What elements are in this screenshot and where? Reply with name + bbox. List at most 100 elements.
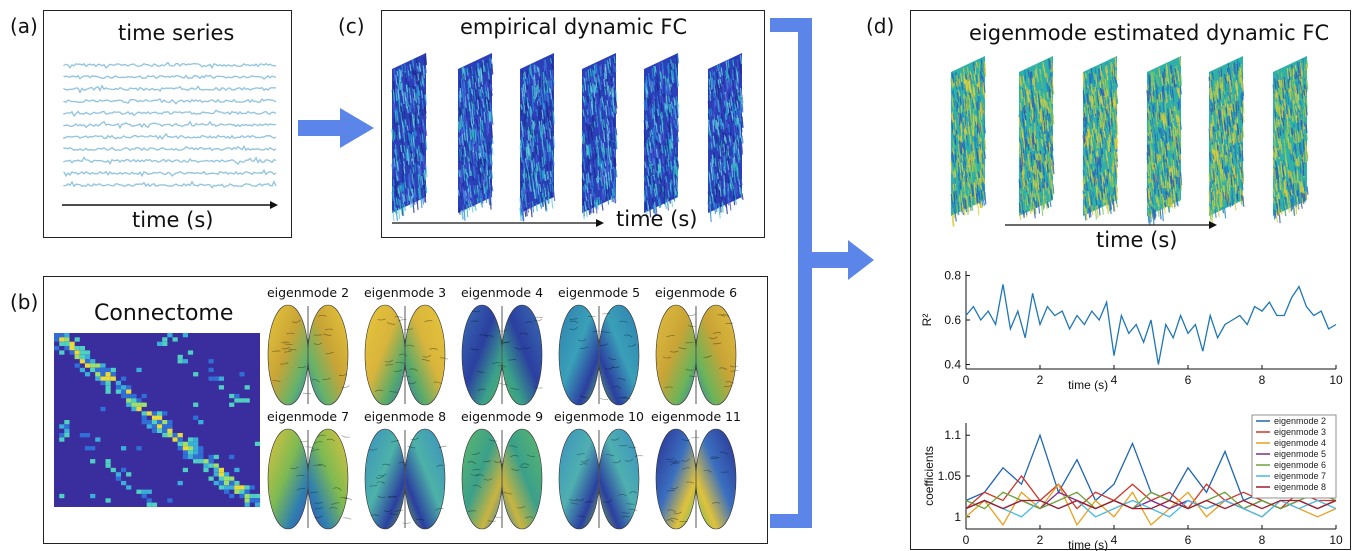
time-series-trace	[64, 146, 276, 150]
connectome-cell	[54, 346, 59, 350]
connectome-cell	[100, 377, 105, 381]
connectome-cell	[157, 420, 162, 424]
connectome-cell	[142, 416, 147, 420]
connectome-cell	[85, 372, 90, 376]
y-tick-label: 1.1	[944, 428, 961, 442]
connectome-cell	[245, 498, 250, 502]
connectome-cell	[224, 477, 229, 481]
legend-entry: eigenmode 8	[1274, 482, 1326, 492]
connectome-cell	[229, 455, 234, 459]
empirical-time-arrowhead	[596, 219, 604, 227]
connectome-cell	[255, 503, 260, 507]
connectome-cell	[188, 437, 193, 441]
connectome-cell	[173, 433, 178, 437]
y-tick-label: 0.4	[944, 358, 961, 372]
connectome-cell	[193, 455, 198, 459]
connectome-cell	[131, 394, 136, 398]
connectome-cell	[59, 437, 64, 441]
eigenmode-label: eigenmode 10	[549, 409, 649, 424]
time-series-trace	[64, 110, 276, 116]
connectome-cell	[229, 394, 234, 398]
connectome-cell	[152, 416, 157, 420]
x-tick-label: 0	[963, 533, 970, 547]
y-tick-label: 0.8	[944, 268, 961, 282]
connectome-cell	[250, 494, 255, 498]
connectome-cell	[219, 468, 224, 472]
fc-matrix	[1273, 56, 1308, 223]
empirical-time-label: time (s)	[616, 207, 697, 231]
connectome-cell	[239, 398, 244, 402]
connectome-cell	[167, 333, 172, 337]
connectome-cell	[193, 442, 198, 446]
connectome-cell	[111, 377, 116, 381]
time-series-traces	[44, 11, 293, 239]
legend-entry: eigenmode 5	[1274, 449, 1326, 459]
connectome-cell	[183, 442, 188, 446]
connectome-cell	[183, 450, 188, 454]
connectome-cell	[64, 333, 69, 337]
legend-entry: eigenmode 7	[1274, 471, 1326, 481]
connectome-cell	[162, 411, 167, 415]
fc-matrix	[1209, 56, 1244, 223]
x-tick-label: 8	[1259, 373, 1266, 387]
merge-arrow	[768, 0, 878, 541]
connectome-cell	[193, 450, 198, 454]
connectome-cell	[239, 372, 244, 376]
x-axis-label: time (s)	[1068, 378, 1108, 392]
eigenmode-brain	[266, 303, 350, 407]
connectome-cell	[121, 394, 126, 398]
connectome-cell	[90, 459, 95, 463]
connectome-cell	[152, 411, 157, 415]
connectome-cell	[64, 433, 69, 437]
eigenmode-label: eigenmode 8	[355, 409, 455, 424]
connectome-cell	[234, 398, 239, 402]
connectome-cell	[136, 398, 141, 402]
connectome-cell	[142, 411, 147, 415]
connectome-cell	[214, 472, 219, 476]
connectome-cell	[224, 472, 229, 476]
connectome-cell	[157, 416, 162, 420]
connectome-cell	[152, 503, 157, 507]
connectome-cell	[162, 420, 167, 424]
connectome-cell	[193, 403, 198, 407]
eigenmode-label: eigenmode 7	[258, 409, 358, 424]
eigenmode-brain	[460, 427, 544, 531]
connectome-cell	[59, 350, 64, 354]
connectome-cell	[106, 390, 111, 394]
connectome-cell	[193, 416, 198, 420]
connectome-cell	[142, 394, 147, 398]
connectome-cell	[106, 372, 111, 376]
connectome-cell	[64, 337, 69, 341]
connectome-cell	[80, 359, 85, 363]
connectome-cell	[95, 372, 100, 376]
x-tick-label: 4	[1111, 373, 1118, 387]
connectome-cell	[239, 494, 244, 498]
connectome-cell	[100, 363, 105, 367]
connectome-cell	[111, 368, 116, 372]
connectome-cell	[80, 346, 85, 350]
y-axis-label: R²	[920, 314, 934, 327]
connectome-cell	[121, 468, 126, 472]
connectome-cell	[219, 377, 224, 381]
connectome-cell	[198, 420, 203, 424]
connectome-cell	[209, 377, 214, 381]
connectome-cell	[75, 355, 80, 359]
connectome-cell	[234, 481, 239, 485]
connectome-cell	[100, 368, 105, 372]
connectome-cell	[209, 359, 214, 363]
connectome-cell	[209, 464, 214, 468]
connectome-cell	[142, 403, 147, 407]
empirical-fc-panel: empirical dynamic FC time (s)	[381, 10, 765, 238]
connectome-cell	[209, 459, 214, 463]
connectome-cell	[219, 485, 224, 489]
connectome-cell	[152, 424, 157, 428]
connectome-cell	[214, 468, 219, 472]
connectome-cell	[126, 472, 131, 476]
fc-matrix	[951, 56, 986, 227]
connectome-cell	[131, 398, 136, 402]
estimated-fc-matrices	[911, 11, 1352, 221]
connectome-cell	[126, 485, 131, 489]
connectome-cell	[162, 337, 167, 341]
eigenmode-label: eigenmode 3	[355, 285, 455, 300]
connectome-cell	[147, 411, 152, 415]
